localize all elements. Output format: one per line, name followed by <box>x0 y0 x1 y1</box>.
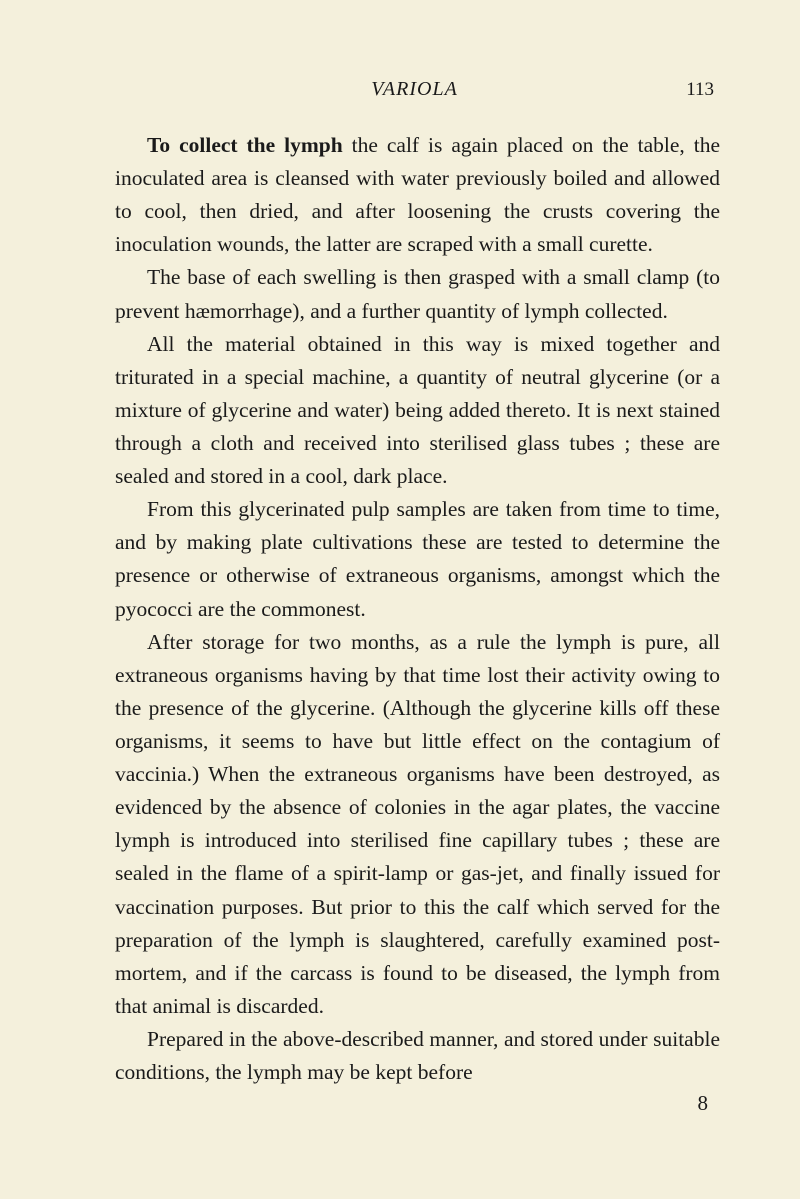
running-head: VARIOLA <box>175 78 654 101</box>
page-header: VARIOLA 113 <box>115 78 720 101</box>
signature-mark: 8 <box>115 1091 720 1116</box>
paragraph-4: From this glycerinated pulp samples are … <box>115 493 720 625</box>
paragraph-2: The base of each swelling is then graspe… <box>115 261 720 327</box>
paragraph-3: All the material obtained in this way is… <box>115 328 720 494</box>
document-page: VARIOLA 113 To collect the lymph the cal… <box>0 0 800 1199</box>
paragraph-5: After storage for two months, as a rule … <box>115 626 720 1023</box>
paragraph-1: To collect the lymph the calf is again p… <box>115 129 720 261</box>
body-text: To collect the lymph the calf is again p… <box>115 129 720 1089</box>
paragraph-1-lead: To collect the lymph <box>147 133 343 157</box>
paragraph-6: Prepared in the above-described manner, … <box>115 1023 720 1089</box>
page-number: 113 <box>654 79 714 101</box>
